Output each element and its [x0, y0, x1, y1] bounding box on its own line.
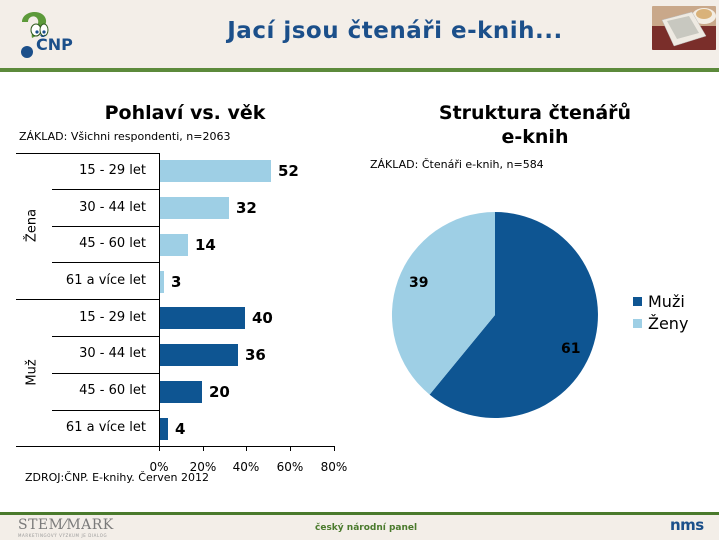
x-tick-label: 40% — [232, 460, 260, 474]
bar-value: 52 — [278, 162, 299, 180]
right-chart-title: Struktura čtenářů e-knih — [400, 101, 670, 149]
group-divider — [16, 299, 159, 300]
x-tick — [334, 446, 335, 451]
bar-muz-61plus — [160, 418, 168, 440]
x-axis-line — [16, 446, 334, 447]
legend-swatch-zeny — [633, 318, 642, 328]
row-divider — [52, 410, 159, 411]
bar-value: 36 — [245, 346, 266, 364]
x-tick — [290, 446, 291, 451]
row-divider — [52, 373, 159, 374]
row-label: 45 - 60 let — [79, 383, 146, 398]
footer-band — [0, 515, 719, 540]
legend-item-zeny: Ženy — [633, 312, 688, 334]
legend-label: Muži — [648, 291, 685, 311]
bar-zena-61plus — [160, 271, 164, 293]
pie-slice-zeny — [391, 211, 495, 395]
bar-value: 4 — [175, 420, 186, 438]
header-divider — [0, 68, 719, 72]
cnp-logo: ČNP — [14, 8, 84, 62]
x-tick-label: 60% — [276, 460, 304, 474]
x-tick-label: 0% — [149, 460, 169, 474]
bar-value: 3 — [171, 273, 182, 291]
bar-zena-30-44 — [160, 197, 229, 219]
bar-muz-15-29 — [160, 307, 245, 329]
legend-label: Ženy — [648, 313, 689, 333]
right-chart-title-line1: Struktura čtenářů — [438, 102, 632, 124]
nms-logo: nms — [670, 516, 704, 534]
x-tick — [246, 446, 247, 451]
bar-value: 20 — [209, 383, 230, 401]
footer-divider — [0, 512, 719, 515]
pie-label-muzi: 61 — [561, 341, 581, 357]
left-chart-title: Pohlaví vs. věk — [104, 102, 266, 124]
bar-zena-15-29 — [160, 160, 271, 182]
x-tick-label: 20% — [189, 460, 217, 474]
row-label: 30 - 44 let — [79, 346, 146, 361]
age-gender-bar-chart: Žena Muž 15 - 29 let 52 30 - 44 let 32 4… — [0, 0, 360, 500]
row-label: 30 - 44 let — [79, 200, 146, 215]
source-note: ZDROJ:ČNP. E-knihy. Červen 2012 — [25, 471, 210, 484]
stemmark-tagline: MARKETINGOVÝ VÝZKUM JE DIALOG — [18, 533, 108, 538]
row-divider — [52, 336, 159, 337]
row-label: 61 a více let — [65, 420, 146, 435]
right-chart-title-line2: e-knih — [501, 126, 569, 148]
pie-slice-muzi — [429, 212, 598, 418]
question-mark-eyes-icon: ČNP — [21, 11, 73, 58]
legend-item-muzi: Muži — [633, 290, 688, 312]
bar-value: 40 — [252, 309, 273, 327]
table-top-line — [16, 153, 159, 154]
right-chart-base-note: ZÁKLAD: Čtenáři e-knih, n=584 — [370, 158, 544, 171]
pie-label-zeny: 39 — [409, 275, 429, 291]
x-tick — [203, 446, 204, 451]
row-label: 61 a více let — [65, 273, 146, 288]
x-tick-label: 80% — [320, 460, 348, 474]
header-band — [0, 0, 719, 68]
y-axis-line — [159, 153, 160, 451]
svg-text:ČNP: ČNP — [36, 35, 73, 54]
left-chart-base-note: ZÁKLAD: Všichni respondenti, n=2063 — [19, 130, 231, 143]
row-label: 15 - 29 let — [79, 310, 146, 325]
panel-name: český národní panel — [315, 523, 418, 533]
bar-value: 32 — [236, 199, 257, 217]
pie-legend: Muži Ženy — [633, 290, 688, 334]
reader-gender-pie-chart — [390, 210, 600, 420]
bar-muz-45-60 — [160, 381, 202, 403]
page-title: Jací jsou čtenáři e-knih... — [227, 18, 563, 44]
row-label: 15 - 29 let — [79, 163, 146, 178]
row-divider — [52, 262, 159, 263]
ebook-reader-photo — [652, 6, 716, 50]
row-divider — [52, 226, 159, 227]
bar-value: 14 — [195, 236, 216, 254]
bar-zena-45-60 — [160, 234, 188, 256]
x-tick — [159, 446, 160, 451]
row-divider — [52, 189, 159, 190]
legend-swatch-muzi — [633, 296, 642, 306]
row-label: 45 - 60 let — [79, 236, 146, 251]
stemmark-logo: STEM⁄MARK — [18, 517, 114, 533]
bar-muz-30-44 — [160, 344, 238, 366]
